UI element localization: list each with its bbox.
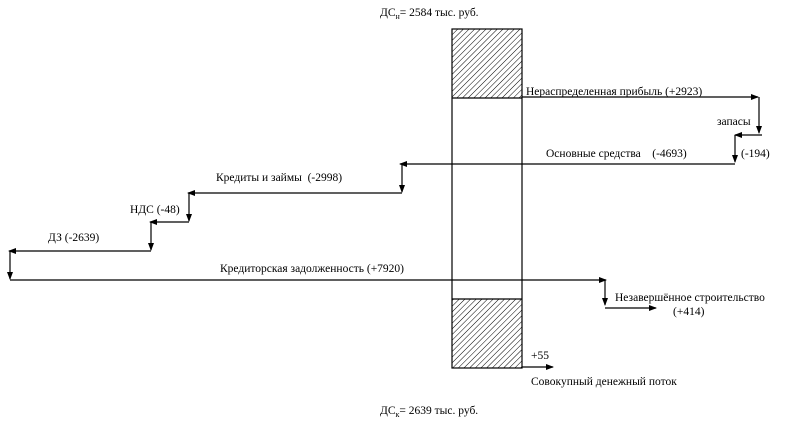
fixed-assets-label: Основные средства (-4693) <box>546 148 687 160</box>
retained-earnings-label: Нераспределенная прибыль (+2923) <box>526 86 702 98</box>
end-cash-hatched-block <box>452 299 522 368</box>
flow-arrows <box>7 94 762 370</box>
inventory-value: (-194) <box>741 148 770 160</box>
start-cash-hatched-block <box>452 29 522 98</box>
total-flow-value: +55 <box>531 350 549 362</box>
construction-label: Незавершённое строительство <box>615 292 765 304</box>
total-flow-label: Совокупный денежный поток <box>531 376 677 388</box>
start-balance-label: ДСн= 2584 тыс. руб. <box>380 7 479 21</box>
end-balance-label: ДСк= 2639 тыс. руб. <box>380 405 478 419</box>
cash-column <box>451 28 523 369</box>
receivables-label: ДЗ (-2639) <box>48 232 99 244</box>
inventory-label: запасы <box>717 116 751 128</box>
payables-label: Кредиторская задолженность (+7920) <box>220 263 404 275</box>
loans-label: Кредиты и займы (-2998) <box>216 172 342 184</box>
vat-label: НДС (-48) <box>130 204 180 216</box>
cash-column-frame <box>451 28 523 369</box>
construction-value: (+414) <box>673 306 705 318</box>
